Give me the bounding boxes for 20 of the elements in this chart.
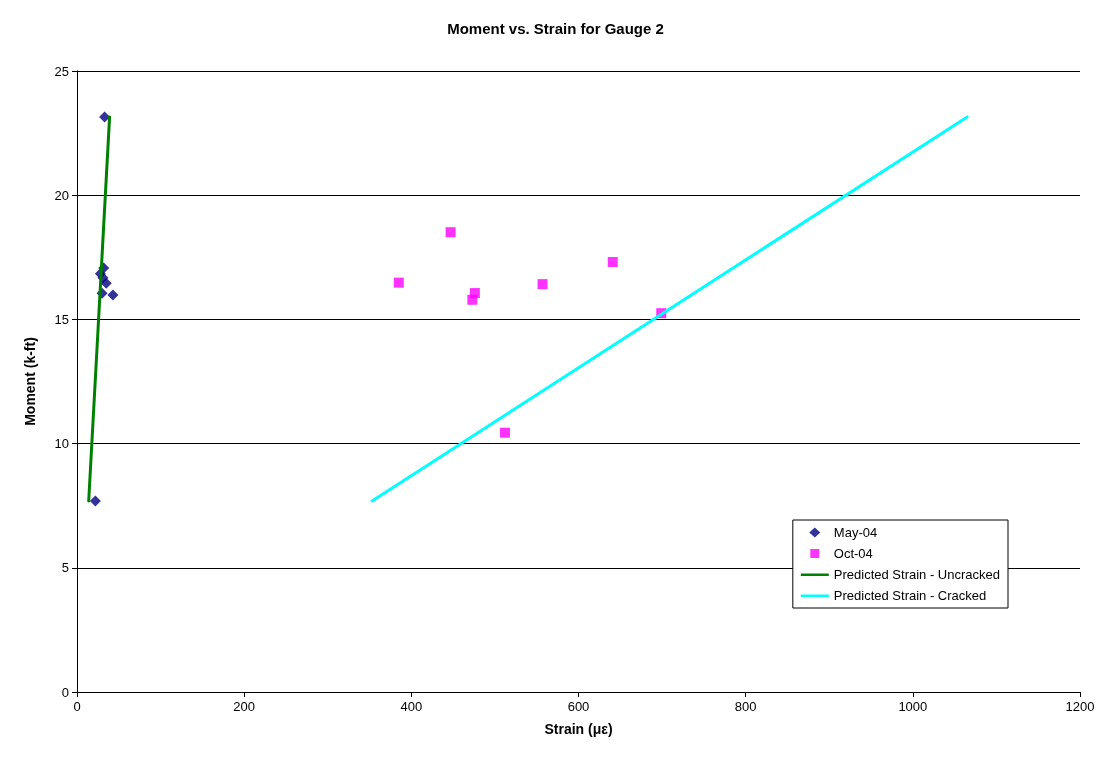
y-tick-label: 15 [54, 311, 69, 327]
x-tick-label: 1200 [1065, 699, 1095, 714]
x-tick-label: 200 [233, 699, 256, 714]
y-tick-label: 20 [54, 187, 69, 203]
x-tick-label: 0 [73, 699, 81, 714]
y-tick-label: 0 [61, 684, 69, 700]
x-tick-label: 1000 [898, 699, 928, 714]
x-tick-label: 400 [400, 699, 423, 714]
x-tick-label: 600 [567, 699, 590, 714]
y-axis-title: Moment (k-ft) [22, 337, 38, 426]
chart-title: Moment vs. Strain for Gauge 2 [447, 20, 664, 37]
legend-label: Predicted Strain - Uncracked [833, 567, 1001, 582]
legend-label: Predicted Strain - Cracked [833, 588, 987, 603]
legend-label: Oct-04 [833, 546, 873, 561]
y-tick-label: 25 [54, 63, 69, 79]
y-tick-label: 5 [61, 560, 69, 576]
x-tick-label: 800 [734, 699, 757, 714]
legend-label: May-04 [833, 525, 878, 540]
y-tick-label: 10 [54, 436, 69, 452]
x-axis-title: Strain (με) [544, 721, 613, 737]
